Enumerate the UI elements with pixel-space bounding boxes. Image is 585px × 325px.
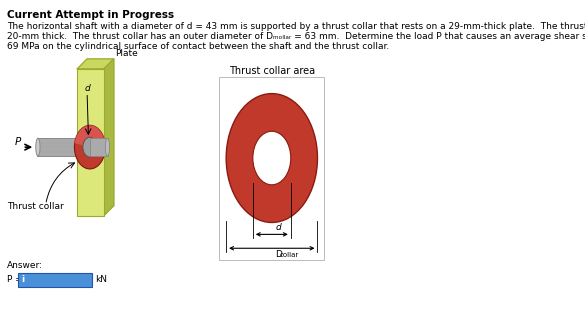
Bar bbox=[90, 138, 108, 156]
Text: Plate: Plate bbox=[115, 49, 138, 58]
Text: 20-mm thick.  The thrust collar has an outer diameter of Dₘₒₗₗₐᵣ = 63 mm.  Deter: 20-mm thick. The thrust collar has an ou… bbox=[7, 32, 585, 41]
Text: kN: kN bbox=[95, 275, 108, 284]
Text: d: d bbox=[276, 223, 282, 232]
Bar bbox=[219, 77, 325, 260]
Circle shape bbox=[74, 125, 105, 169]
Ellipse shape bbox=[36, 138, 40, 156]
Text: d: d bbox=[84, 84, 90, 93]
Text: P =: P = bbox=[7, 275, 23, 284]
Circle shape bbox=[253, 131, 291, 185]
Text: P: P bbox=[15, 137, 21, 147]
Polygon shape bbox=[104, 59, 113, 215]
Wedge shape bbox=[75, 125, 105, 147]
Circle shape bbox=[83, 137, 97, 157]
Text: Answer:: Answer: bbox=[7, 261, 43, 270]
Bar bbox=[77, 69, 104, 215]
Text: i: i bbox=[22, 276, 25, 284]
Ellipse shape bbox=[105, 138, 109, 156]
Text: Thrust collar area: Thrust collar area bbox=[229, 66, 315, 76]
Circle shape bbox=[226, 94, 318, 223]
Text: Current Attempt in Progress: Current Attempt in Progress bbox=[7, 10, 174, 20]
FancyBboxPatch shape bbox=[18, 273, 92, 287]
Text: 69 MPa on the cylindrical surface of contact between the shaft and the thrust co: 69 MPa on the cylindrical surface of con… bbox=[7, 42, 389, 51]
Text: collar: collar bbox=[280, 252, 299, 258]
Text: D: D bbox=[276, 250, 282, 259]
Polygon shape bbox=[77, 59, 113, 69]
Text: The horizontal shaft with a diameter of d = 43 mm is supported by a thrust colla: The horizontal shaft with a diameter of … bbox=[7, 22, 585, 31]
Bar bbox=[36, 138, 91, 156]
Text: Thrust collar: Thrust collar bbox=[7, 202, 64, 211]
